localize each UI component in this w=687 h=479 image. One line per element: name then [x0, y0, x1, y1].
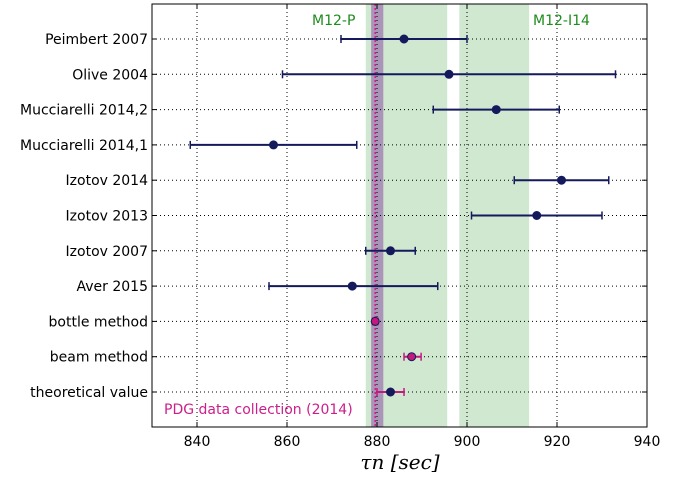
category-label-8: bottle method: [49, 314, 148, 330]
data-point-6: [386, 246, 395, 256]
data-point-10: [386, 387, 395, 397]
x-tick-label-0: 840: [184, 434, 211, 450]
band-label-m12-i14: M12-I14: [533, 13, 590, 29]
x-tick-label-3: 900: [454, 434, 481, 450]
x-axis-label: τn [sec]: [360, 450, 439, 474]
category-label-1: Olive 2004: [72, 67, 148, 83]
x-tick-label-2: 880: [364, 434, 391, 450]
data-point-8: [370, 316, 380, 326]
data-point-9: [407, 352, 417, 362]
category-label-2: Mucciarelli 2014,2: [20, 103, 148, 119]
category-label-6: Izotov 2007: [66, 244, 148, 260]
category-label-4: Izotov 2014: [66, 173, 149, 189]
data-point-4: [557, 175, 566, 185]
x-tick-label-4: 920: [544, 434, 571, 450]
labels-layer: Peimbert 2007 Olive 2004 Mucciarelli 2014,…: [20, 32, 148, 401]
category-label-7: Aver 2015: [77, 279, 149, 295]
marks-layer: [189, 34, 617, 397]
ticks-layer: 840 860 880 900 920 940: [152, 4, 660, 450]
pdg-annotation: PDG data collection (2014): [164, 402, 353, 418]
band-label-m12-p: M12-P: [312, 13, 355, 29]
data-point-0: [399, 34, 409, 44]
data-point-2: [491, 105, 501, 115]
data-point-7: [347, 281, 357, 291]
category-label-3: Mucciarelli 2014,1: [20, 138, 148, 154]
data-point-5: [532, 211, 542, 220]
category-label-10: theoretical value: [30, 385, 148, 401]
x-tick-label-1: 860: [274, 434, 301, 450]
data-point-3: [269, 140, 278, 150]
category-label-9: beam method: [50, 350, 148, 366]
x-tick-label-5: 940: [634, 434, 661, 450]
data-point-1: [444, 69, 454, 79]
category-label-5: Izotov 2013: [66, 209, 148, 225]
category-label-0: Peimbert 2007: [45, 32, 148, 48]
